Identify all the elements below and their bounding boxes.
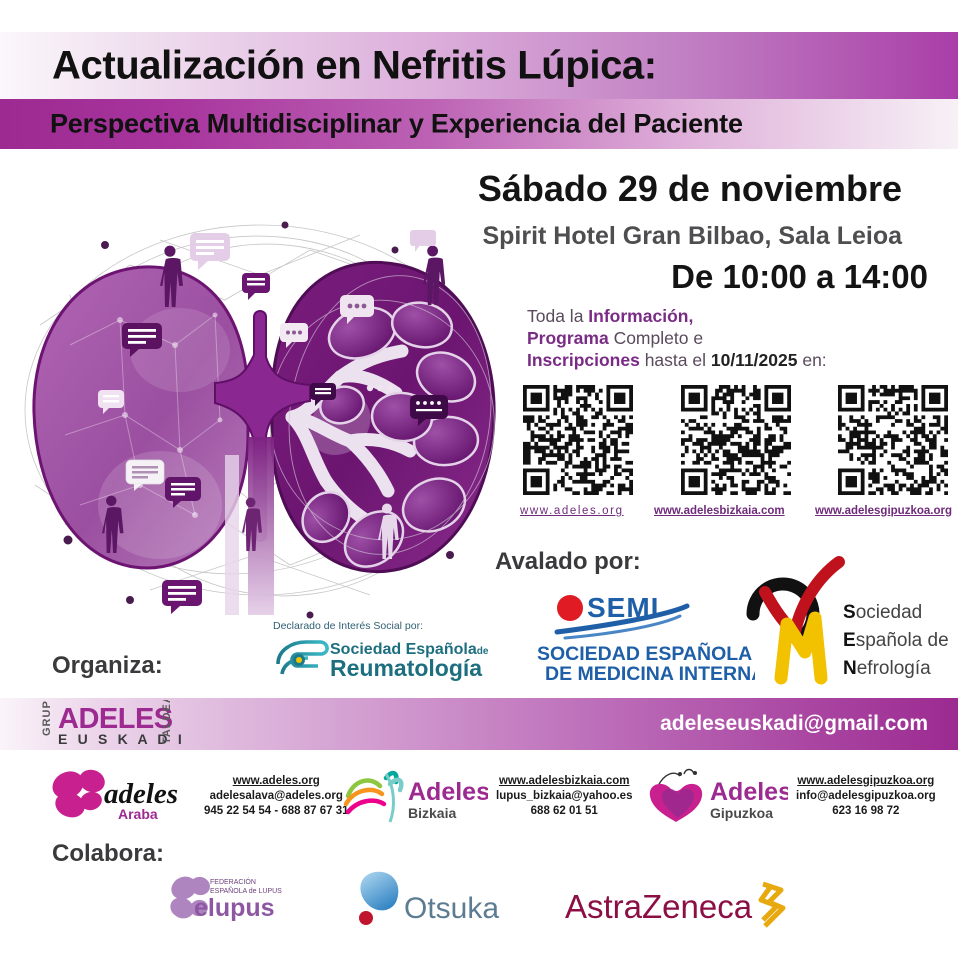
logo-otsuka: Otsuka [359, 871, 499, 925]
speech-bubble-icon [98, 233, 448, 614]
felupus-word: elupus [194, 894, 275, 922]
url-adelesbizkaia[interactable]: www.adelesbizkaia.com [654, 505, 785, 517]
bizkaia-website[interactable]: www.adelesbizkaia.com [498, 774, 630, 787]
url-adelesgipuzkoa[interactable]: www.adelesgipuzkoa.org [815, 505, 952, 517]
organizer-band: adeleseuskadi@gmail.com [0, 698, 958, 750]
euskadi-adeles: ADELES [58, 703, 173, 735]
info-programa: Programa [527, 328, 609, 348]
event-time: De 10:00 a 14:00 [671, 258, 928, 295]
qr-code-adelesgipuzkoa[interactable] [838, 385, 948, 495]
renal-vessels [214, 310, 311, 615]
title-band: Actualización en Nefritis Lúpica: [0, 32, 958, 99]
collaborators-label: Colabora: [52, 840, 165, 867]
araba-phone: 945 22 54 54 - 688 87 67 31 [204, 804, 349, 817]
gipuzkoa-region: Gipuzkoa [710, 805, 773, 821]
euskadi-euskadi: E U S K A D I [58, 731, 185, 747]
svg-text:Sociedad: Sociedad [843, 602, 922, 623]
logo-sociedad-espanola-nefrologia: Sociedad Española de Nefrología [746, 556, 949, 685]
event-venue: Spirit Hotel Gran Bilbao, Sala Leioa [482, 222, 902, 250]
venue-bubble-icon [410, 230, 436, 252]
euskadi-taldea: TALDEA [161, 700, 173, 744]
qr-url-row: www.adeles.org www.adelesbizkaia.com www… [520, 505, 952, 517]
logo-semi: SEMI SOCIEDAD ESPAÑOLA DE MEDICINA INTER… [537, 592, 755, 684]
association-row: adeles Araba www.adeles.org adelesalava@… [0, 760, 958, 832]
logo-astrazeneca: AstraZeneca [565, 881, 786, 928]
bizkaia-region: Bizkaia [408, 805, 456, 821]
heart-butterfly-icon: Adeles Gipuzkoa [649, 768, 788, 822]
otsuka-mark [360, 871, 399, 911]
qr-code-adelesbizkaia[interactable] [680, 385, 791, 495]
info-line2-post: Completo e [608, 328, 704, 348]
info-line1-pre: Toda la [527, 306, 589, 326]
bizkaia-brand: Adeles [408, 778, 488, 806]
organizer-label: Organiza: [52, 652, 163, 679]
astrazeneca-word: AstraZeneca [565, 888, 753, 925]
page-subtitle: Perspectiva Multidisciplinar y Experienc… [50, 108, 743, 139]
gipuzkoa-contact: www.adelesgipuzkoa.org info@adelesgipuzk… [796, 774, 936, 819]
url-adeles[interactable]: www.adeles.org [520, 505, 624, 517]
organizer-email[interactable]: adeleseuskadi@gmail.com [660, 712, 928, 735]
gipuzkoa-phone: 623 16 98 72 [832, 804, 900, 817]
semi-line2: DE MEDICINA INTERNA [545, 663, 755, 684]
info-block: Toda la Información, Programa Completo e… [527, 305, 957, 371]
gipuzkoa-brand: Adeles [710, 778, 788, 806]
sen-red-check [759, 556, 845, 643]
info-informacion: Información, [588, 306, 694, 326]
bizkaia-contact: www.adelesbizkaia.com lupus_bizkaia@yaho… [496, 774, 632, 819]
kidney-illustration [24, 221, 496, 619]
euskadi-grupo: GRUPO [41, 700, 53, 736]
sen-yellow-n [774, 611, 828, 685]
registration-deadline: 10/11/2025 [710, 350, 798, 370]
felupus-top1: FEDERACIÓN [210, 877, 256, 886]
subtitle-band: Perspectiva Multidisciplinar y Experienc… [0, 99, 958, 149]
info-inscripciones: Inscripciones [527, 350, 640, 370]
semi-dot [557, 595, 583, 621]
logo-grupo-adeles-euskadi-taldea: GRUPO ADELES E U S K A D I TALDEA [41, 700, 185, 747]
reuma-line1: Sociedad Españolade [330, 641, 489, 658]
butterfly-rainbow-icon: Adeles Bizkaia [343, 770, 488, 823]
svg-text:Nefrología: Nefrología [843, 658, 931, 679]
logo-felupus: FEDERACIÓN ESPAÑOLA de LUPUS elupus [170, 876, 282, 922]
qr-code-adeles[interactable] [523, 385, 633, 495]
gipuzkoa-email[interactable]: info@adelesgipuzkoa.org [796, 789, 936, 802]
araba-website[interactable]: www.adeles.org [232, 774, 320, 787]
bizkaia-email[interactable]: lupus_bizkaia@yahoo.es [496, 789, 633, 802]
info-line3-mid: hasta el [639, 350, 711, 370]
association-gipuzkoa: Adeles Gipuzkoa www.adelesgipuzkoa.org i… [640, 760, 936, 832]
event-date: Sábado 29 de noviembre [477, 168, 902, 209]
association-bizkaia: Adeles Bizkaia www.adelesbizkaia.com lup… [340, 760, 632, 832]
araba-region: Araba [118, 806, 158, 822]
otsuka-dot [359, 911, 373, 925]
svg-text:Española de: Española de [843, 630, 949, 651]
araba-email[interactable]: adelesalava@adeles.org [209, 789, 343, 802]
endorsement-heading: Avalado por: [495, 548, 641, 575]
gipuzkoa-website[interactable]: www.adelesgipuzkoa.org [797, 774, 935, 787]
qr-code-row [523, 385, 948, 500]
araba-brand: adeles [104, 778, 178, 810]
reuma-line2: Reumatología [330, 655, 482, 681]
declared-label: Declarado de Interés Social por: [273, 620, 423, 632]
butterfly-icon: adeles Araba [52, 769, 178, 822]
info-line3-post: en: [797, 350, 827, 370]
bizkaia-phone: 688 62 01 51 [530, 804, 598, 817]
felupus-top2: ESPAÑOLA de LUPUS [210, 886, 282, 895]
araba-contact: www.adeles.org adelesalava@adeles.org 94… [204, 774, 349, 819]
person-silhouette [160, 245, 183, 307]
page-title: Actualización en Nefritis Lúpica: [52, 43, 657, 87]
logo-sociedad-espanola-reumatologia: Sociedad Españolade Reumatología [276, 640, 489, 681]
semi-line1: SOCIEDAD ESPAÑOLA [537, 642, 752, 665]
otsuka-word: Otsuka [404, 892, 499, 925]
association-araba: adeles Araba www.adeles.org adelesalava@… [46, 760, 349, 832]
astrazeneca-mark [758, 881, 786, 928]
